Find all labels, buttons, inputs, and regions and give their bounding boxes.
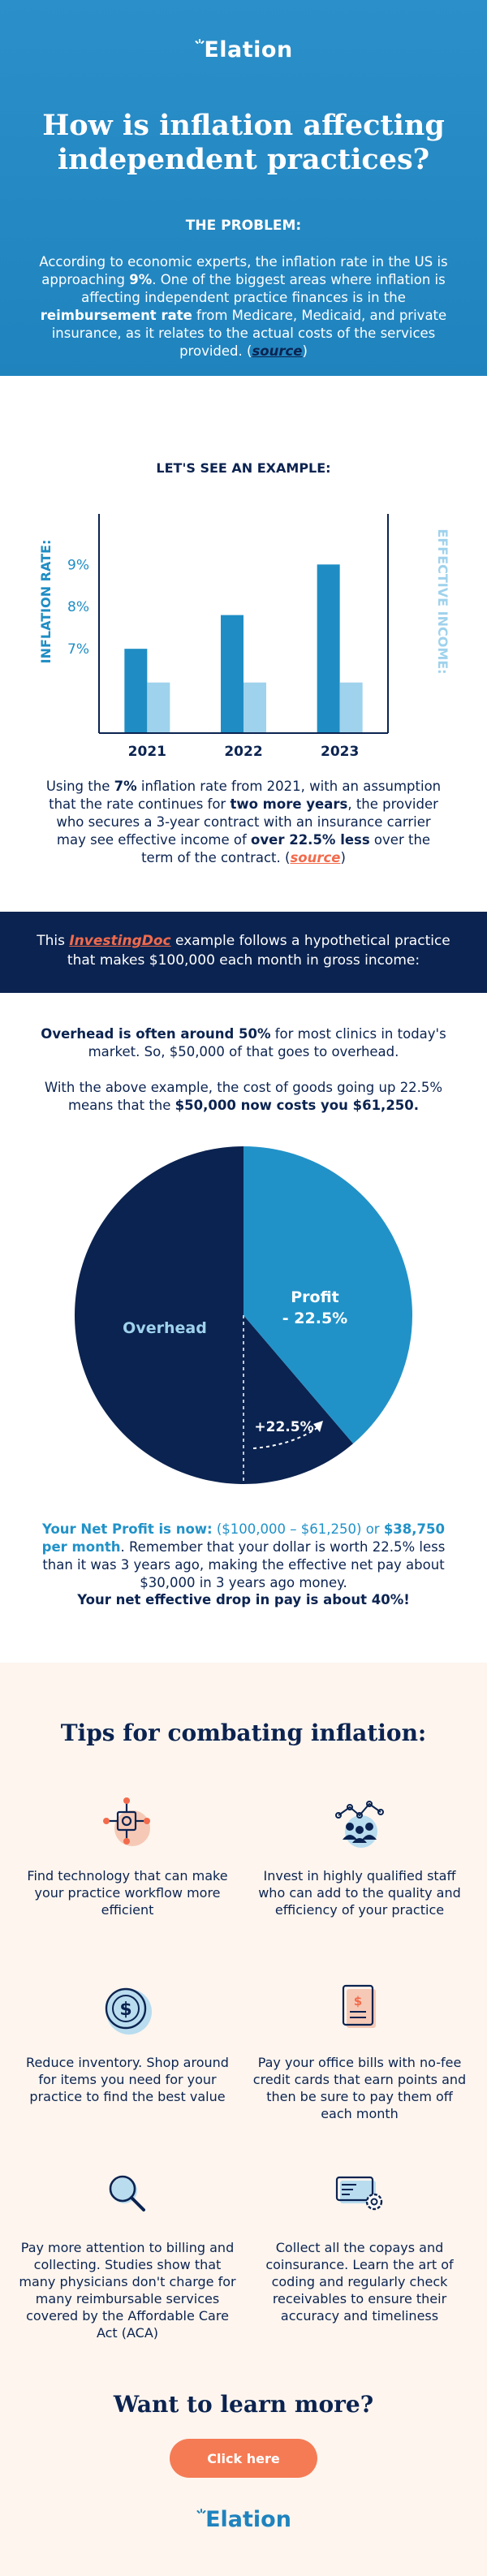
tip-item: $ Reduce inventory. Shop around for item…	[18, 1978, 237, 2105]
pie-label-profit: Profit	[291, 1288, 339, 1306]
footer-elation-logo[interactable]: Elation	[0, 2507, 487, 2532]
learn-more-title: Want to learn more?	[113, 2391, 374, 2418]
pie-label-profit-change: - 22.5%	[282, 1310, 347, 1327]
inflation-chart: INFLATION RATE: EFFECTIVE INCOME: 7% 8% 9%…	[0, 490, 487, 806]
dollar-coin-icon: $	[105, 1987, 152, 2034]
magnifier-icon	[109, 2175, 145, 2211]
cost-paragraph: With the above example, the cost of good…	[44, 1080, 443, 1113]
bar-inflation-rate	[317, 564, 340, 733]
bar-inflation-rate	[221, 615, 244, 733]
bar-effective-income	[244, 682, 266, 733]
overhead-section: Overhead is often around 50% for most cl…	[0, 993, 487, 1663]
example-heading: LET'S SEE AN EXAMPLE:	[156, 460, 331, 476]
y-axis-label-right: EFFECTIVE INCOME:	[435, 529, 450, 674]
overhead-pie-chart: Overhead Profit - 22.5% +22.5%	[0, 1143, 487, 1500]
y-tick-label: 9%	[67, 557, 89, 573]
tip-text: Reduce inventory. Shop around for items …	[26, 2055, 229, 2104]
page-title: How is inflation affecting independent p…	[42, 109, 445, 176]
net-profit-text: Your Net Profit is now: ($100,000 – $61,…	[41, 1521, 446, 1590]
bar-effective-income	[339, 682, 363, 733]
source-link[interactable]: source	[252, 343, 303, 359]
net-drop-text: Your net effective drop in pay is about …	[77, 1592, 410, 1607]
tips-section: Tips for combating inflation: Find techn…	[0, 1663, 487, 2576]
pie-label-increase: +22.5%	[254, 1419, 313, 1435]
x-category-label: 2022	[224, 744, 262, 760]
inflation-bar-chart: INFLATION RATE: EFFECTIVE INCOME: 7% 8% 9%…	[38, 514, 450, 760]
elation-logo[interactable]: Elation	[0, 37, 487, 63]
tip-text: Invest in highly qualified staff who can…	[258, 1868, 461, 1918]
bar-effective-income	[147, 682, 170, 733]
problem-heading: THE PROBLEM:	[185, 218, 302, 234]
y-axis-label-left: INFLATION RATE:	[38, 540, 54, 664]
pie-slice-overhead	[75, 1146, 354, 1484]
arrow-head-icon	[313, 1421, 323, 1432]
tip-text: Find technology that can make your pract…	[27, 1868, 228, 1918]
bar-inflation-rate	[124, 649, 148, 733]
y-tick-label: 8%	[67, 599, 89, 615]
example-section: LET'S SEE AN EXAMPLE: INFLATION RATE: EF…	[0, 376, 487, 912]
workflow-icon	[103, 1797, 150, 1846]
banner-text: This InvestingDoc example follows a hypo…	[37, 933, 450, 969]
tip-item: Collect all the copays and coinsurance. …	[250, 2163, 469, 2324]
pie-slice-profit	[244, 1146, 413, 1444]
card-settings-icon	[335, 2176, 383, 2211]
tip-item: Pay more attention to billing and collec…	[18, 2163, 237, 2341]
tip-text: Collect all the copays and coinsurance. …	[265, 2240, 454, 2324]
bill-icon: $	[342, 1984, 376, 2028]
overhead-paragraph: Overhead is often around 50% for most cl…	[41, 1026, 446, 1059]
logo-wordmark: Elation	[205, 2507, 291, 2532]
sparkle-icon	[195, 38, 205, 44]
logo-wordmark: Elation	[204, 37, 293, 63]
tip-item: Invest in highly qualified staff who can…	[250, 1791, 469, 1918]
tip-item: Find technology that can make your pract…	[18, 1791, 237, 1918]
pie-label-overhead: Overhead	[123, 1319, 207, 1337]
tip-text: Pay more attention to billing and collec…	[19, 2240, 236, 2341]
investingdoc-link[interactable]: InvestingDoc	[69, 933, 171, 949]
svg-text:$: $	[354, 1994, 362, 2009]
y-tick-label: 7%	[67, 641, 89, 658]
x-category-label: 2023	[321, 744, 359, 760]
sparkle-icon	[196, 2508, 206, 2513]
tips-title: Tips for combating inflation:	[60, 1719, 427, 1746]
click-here-button[interactable]: Click here	[170, 2439, 317, 2478]
tip-text: Pay your office bills with no-fee credit…	[252, 2055, 467, 2121]
increase-arrow	[252, 1426, 319, 1449]
svg-text:$: $	[119, 2000, 131, 2020]
x-category-label: 2021	[128, 744, 166, 760]
tip-item: $ Pay your office bills with no-fee cred…	[250, 1978, 469, 2122]
investingdoc-banner: This InvestingDoc example follows a hypo…	[0, 912, 487, 993]
team-network-icon	[335, 1801, 384, 1848]
example-text: Using the 7% inflation rate from 2021, w…	[45, 779, 442, 865]
hero-section: Elation How is inflation affecting indep…	[0, 0, 487, 376]
problem-text: According to economic experts, the infla…	[39, 254, 448, 359]
example-source-link[interactable]: source	[290, 850, 341, 865]
